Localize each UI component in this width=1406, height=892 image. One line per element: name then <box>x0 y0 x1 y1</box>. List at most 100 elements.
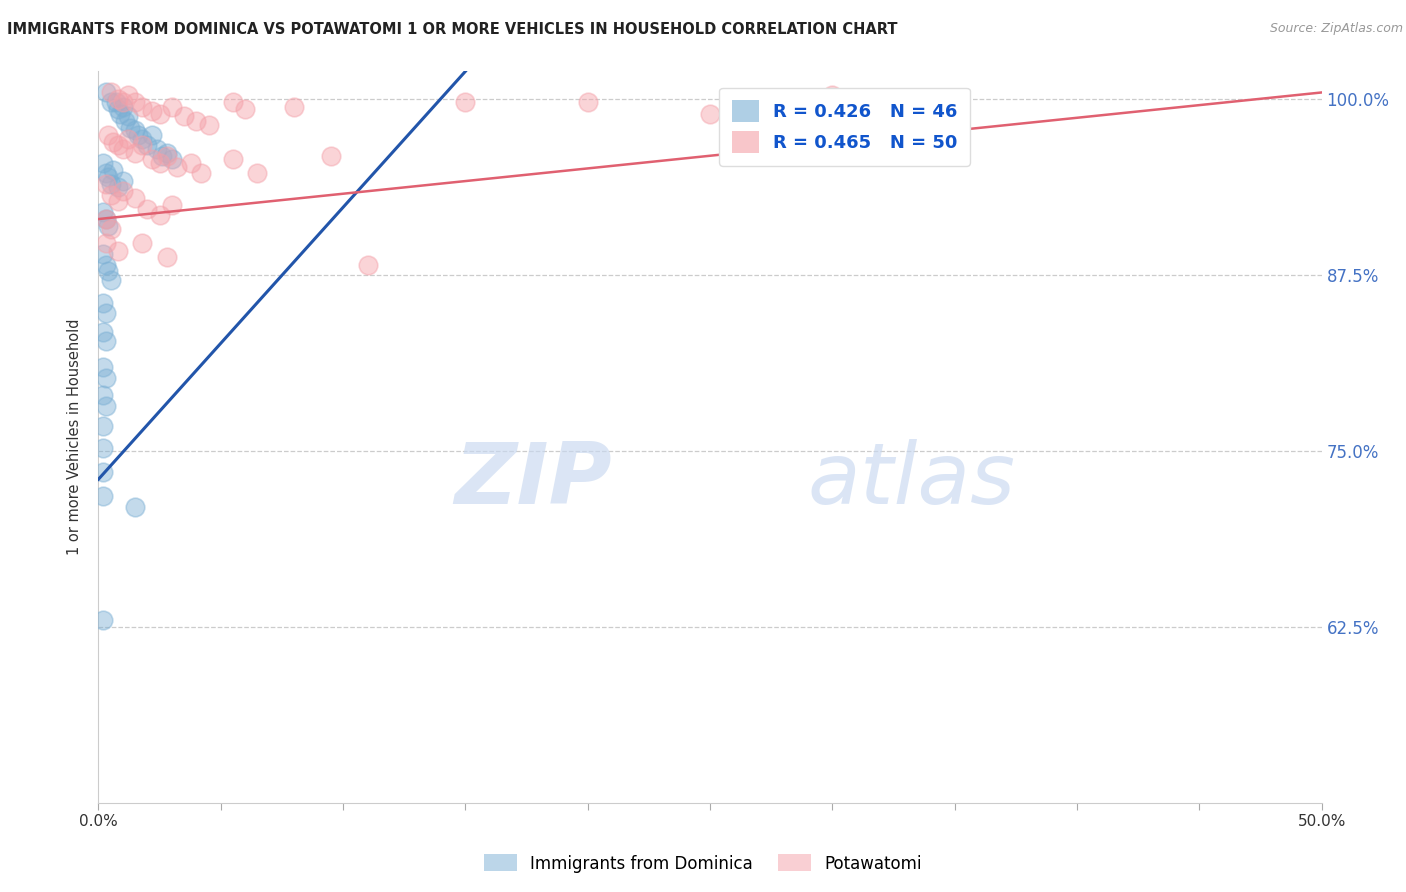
Point <box>100 222 122 236</box>
Point <box>150 149 173 163</box>
Point <box>283 99 305 113</box>
Point <box>131 235 153 250</box>
Point <box>146 142 169 156</box>
Point <box>124 500 146 515</box>
Legend: Immigrants from Dominica, Potawatomi: Immigrants from Dominica, Potawatomi <box>477 847 929 880</box>
Point <box>91 613 114 627</box>
Point <box>100 95 122 110</box>
Point <box>111 95 134 110</box>
Point <box>101 135 124 149</box>
Point <box>91 156 114 170</box>
Point <box>111 184 134 198</box>
Point <box>149 156 172 170</box>
Point <box>91 465 114 479</box>
Point <box>97 169 120 184</box>
Point <box>91 388 114 402</box>
Point <box>100 86 122 100</box>
Point <box>111 142 134 156</box>
Point <box>97 219 120 233</box>
Point <box>246 166 269 180</box>
Text: atlas: atlas <box>808 440 1017 523</box>
Point <box>94 177 117 191</box>
Point <box>97 264 120 278</box>
Point <box>124 95 146 110</box>
Point <box>821 88 844 103</box>
Point <box>100 272 122 286</box>
Text: Source: ZipAtlas.com: Source: ZipAtlas.com <box>1270 22 1403 36</box>
Point <box>91 418 114 433</box>
Point <box>107 179 129 194</box>
Text: 0.0%: 0.0% <box>79 814 118 829</box>
Point <box>110 106 132 120</box>
Point <box>222 152 245 166</box>
Point <box>222 95 245 110</box>
Point <box>91 442 114 456</box>
Point <box>180 156 202 170</box>
Point <box>197 118 219 132</box>
Point <box>94 235 117 250</box>
Point <box>104 95 127 110</box>
Point <box>319 149 342 163</box>
Point <box>91 296 114 310</box>
Point <box>94 212 117 227</box>
Point <box>107 103 129 117</box>
Point <box>97 128 120 142</box>
Point <box>94 259 117 273</box>
Point <box>107 93 129 107</box>
Point <box>107 194 129 208</box>
Point <box>356 259 378 273</box>
Point <box>160 152 183 166</box>
Point <box>127 128 149 142</box>
Point <box>94 166 117 180</box>
Point <box>117 88 139 103</box>
Point <box>94 306 117 320</box>
Point <box>91 205 114 219</box>
Point <box>94 399 117 413</box>
Point <box>160 198 183 212</box>
Point <box>131 99 153 113</box>
Legend: R = 0.426   N = 46, R = 0.465   N = 50: R = 0.426 N = 46, R = 0.465 N = 50 <box>718 87 970 166</box>
Point <box>124 123 146 137</box>
Point <box>141 103 163 118</box>
Point <box>124 191 146 205</box>
Point <box>131 132 153 146</box>
Point <box>160 99 183 113</box>
Point <box>120 120 142 135</box>
Point <box>166 160 188 174</box>
Point <box>156 145 179 160</box>
Point <box>94 212 117 227</box>
Point <box>141 152 163 166</box>
Point <box>173 109 195 123</box>
Y-axis label: 1 or more Vehicles in Household: 1 or more Vehicles in Household <box>67 318 83 556</box>
Point <box>91 325 114 339</box>
Point <box>124 145 146 160</box>
Point <box>117 109 139 123</box>
Point <box>699 106 721 120</box>
Point <box>94 86 117 100</box>
Point <box>111 99 134 113</box>
Point <box>190 166 212 180</box>
Point <box>114 113 136 128</box>
Point <box>576 95 599 110</box>
Point <box>94 334 117 349</box>
Point <box>100 177 122 191</box>
Point <box>100 188 122 202</box>
Point <box>94 371 117 385</box>
Point <box>156 149 179 163</box>
Point <box>117 132 139 146</box>
Point <box>101 162 124 177</box>
Point <box>141 128 163 142</box>
Point <box>107 244 129 259</box>
Point <box>91 247 114 261</box>
Point <box>149 208 172 222</box>
Point <box>136 137 159 152</box>
Point <box>131 137 153 152</box>
Text: IMMIGRANTS FROM DOMINICA VS POTAWATOMI 1 OR MORE VEHICLES IN HOUSEHOLD CORRELATI: IMMIGRANTS FROM DOMINICA VS POTAWATOMI 1… <box>7 22 897 37</box>
Point <box>111 174 134 188</box>
Point <box>149 106 172 120</box>
Point <box>91 489 114 503</box>
Point <box>136 202 159 217</box>
Point <box>107 137 129 152</box>
Text: ZIP: ZIP <box>454 440 612 523</box>
Point <box>156 250 179 264</box>
